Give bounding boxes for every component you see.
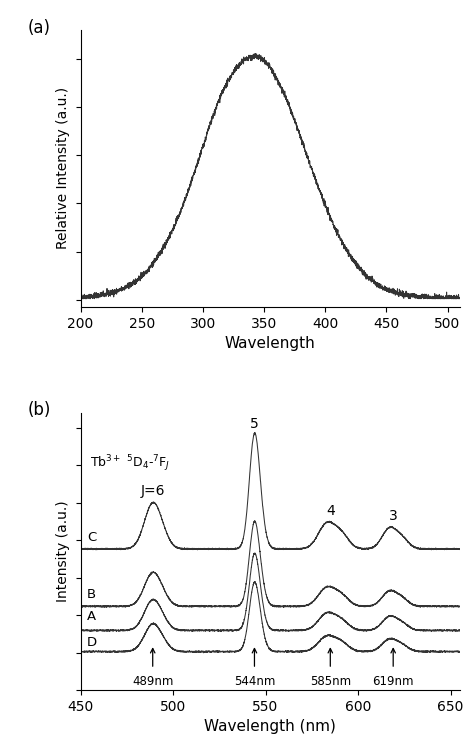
Text: 544nm: 544nm [234,675,275,688]
Text: Tb$^{3+}$ $^5$D$_4$-$^7$F$_J$: Tb$^{3+}$ $^5$D$_4$-$^7$F$_J$ [90,453,170,474]
Text: D: D [87,636,97,649]
Y-axis label: Relative Intensity (a.u.): Relative Intensity (a.u.) [56,88,70,249]
Text: 4: 4 [326,505,335,519]
Text: (b): (b) [27,401,51,419]
Text: A: A [87,610,96,623]
X-axis label: Wavelength (nm): Wavelength (nm) [204,719,336,735]
Text: 585nm: 585nm [310,675,351,688]
Text: 619nm: 619nm [373,675,414,688]
Text: 489nm: 489nm [132,675,173,688]
Text: C: C [87,531,96,544]
Text: 3: 3 [389,509,398,523]
Y-axis label: Intensity (a.u.): Intensity (a.u.) [56,501,70,603]
Text: 5: 5 [250,416,259,430]
Text: J=6: J=6 [140,484,165,498]
Text: B: B [87,588,96,600]
X-axis label: Wavelength: Wavelength [225,336,316,352]
Text: (a): (a) [27,19,51,36]
